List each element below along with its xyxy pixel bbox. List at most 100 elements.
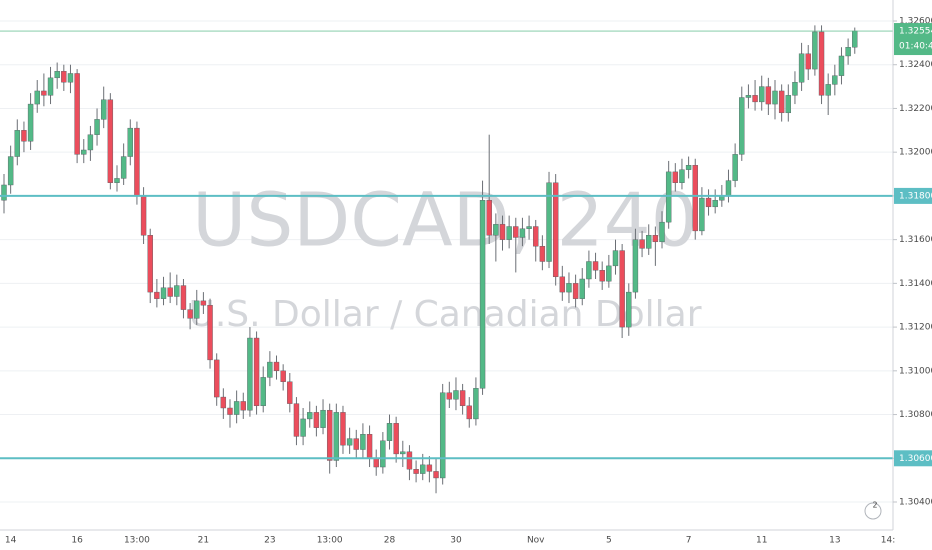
price-label-box [894, 450, 932, 467]
candle-body [659, 221, 665, 243]
candle-body [140, 195, 147, 236]
x-tick-label: 23 [264, 536, 275, 546]
candle-body [87, 134, 94, 151]
candle-body [539, 245, 546, 262]
candle-body [160, 287, 167, 299]
candle-body [759, 86, 765, 103]
candle-body [805, 53, 811, 70]
candle-body [406, 451, 413, 470]
x-tick-label: 21 [198, 536, 209, 546]
watermark-name: U.S. Dollar / Canadian Dollar [188, 294, 701, 335]
y-tick-label: 1.32600 [899, 16, 932, 26]
candle-body [466, 405, 472, 420]
candle-body [240, 401, 246, 411]
candle-body [67, 73, 74, 83]
candle-body [453, 390, 459, 400]
candle-body [293, 403, 300, 437]
last-price-box [894, 23, 932, 56]
candle-body [739, 97, 745, 155]
candle-body [612, 250, 619, 267]
price-label: 1.30600 [899, 454, 932, 464]
candle-body [393, 423, 399, 455]
candle-body [114, 178, 120, 183]
candle-body [745, 95, 752, 98]
candle-body [333, 412, 340, 461]
candle-body [499, 224, 506, 240]
candle-body [346, 438, 353, 446]
candle-body [652, 235, 659, 243]
candle-body [280, 370, 286, 382]
y-tick-label: 1.31400 [899, 279, 932, 289]
candle-body [260, 377, 266, 407]
candle-body [665, 171, 672, 223]
candle-body [194, 300, 200, 319]
candle-body [174, 285, 180, 297]
candle-body [845, 47, 851, 57]
candle-body [320, 409, 326, 428]
candle-body [825, 84, 831, 96]
candle-body [672, 171, 679, 183]
y-tick-label: 1.32000 [899, 148, 932, 158]
candle-body [493, 224, 499, 236]
candle-body [300, 418, 306, 437]
x-tick-label: 30 [450, 536, 462, 546]
y-tick-label: 1.31600 [899, 235, 932, 245]
candle-body [852, 30, 858, 48]
candle-body [366, 434, 373, 459]
candle-body [639, 239, 645, 249]
candle-body [513, 226, 519, 238]
candle-body [725, 180, 732, 197]
candle-body [27, 103, 34, 142]
candle-body [420, 464, 426, 474]
candle-body [626, 291, 632, 328]
last-price-label: 1.32554 [899, 27, 932, 37]
candle-body [519, 228, 526, 238]
candle-body [134, 127, 140, 197]
candle-body [619, 250, 625, 328]
candle-body [572, 283, 579, 299]
candle-body [772, 90, 778, 105]
candle-body [227, 407, 233, 415]
candle-body [765, 86, 772, 105]
candle-body [566, 283, 572, 293]
x-tick-label: 5 [606, 536, 612, 546]
x-tick-label: 11 [756, 536, 767, 546]
candle-body [459, 390, 466, 407]
candle-body [273, 361, 280, 372]
candle-body [21, 130, 27, 142]
x-tick-label: 7 [686, 536, 692, 546]
candle-body [307, 412, 313, 420]
watermark-symbol: USDCAD, 240 [192, 178, 698, 264]
x-tick-label: 13:00 [317, 536, 343, 546]
candle-body [167, 287, 173, 297]
x-tick-label: 13 [829, 536, 840, 546]
candle-body [313, 412, 320, 428]
candle-body [1, 184, 7, 201]
candle-body [353, 438, 359, 450]
axes: 1.30400 1.30600 1.30800 1.31000 1.31200 1.314… [5, 16, 932, 546]
candle-body [752, 95, 758, 103]
candle-body [486, 200, 492, 236]
candle-body [107, 99, 114, 183]
price-label: 1.31800 [899, 191, 932, 201]
candle-body [632, 239, 639, 293]
candle-body [838, 55, 845, 76]
candle-body [586, 261, 592, 280]
candle-body [147, 235, 153, 293]
candle-body [699, 197, 705, 232]
candle-body [792, 82, 798, 96]
candle-body [373, 458, 379, 468]
event-badge[interactable] [864, 502, 882, 520]
x-tick-label: Nov [527, 536, 545, 546]
candle-body [247, 337, 253, 411]
candle-body [267, 361, 273, 378]
y-tick-label: 1.32400 [899, 60, 932, 70]
candle-body [14, 130, 20, 157]
countdown: 01:40:43 [899, 42, 932, 52]
candle-body [233, 401, 240, 415]
candle-body [54, 71, 60, 79]
candle-body [400, 451, 406, 455]
candle-body [732, 154, 738, 181]
